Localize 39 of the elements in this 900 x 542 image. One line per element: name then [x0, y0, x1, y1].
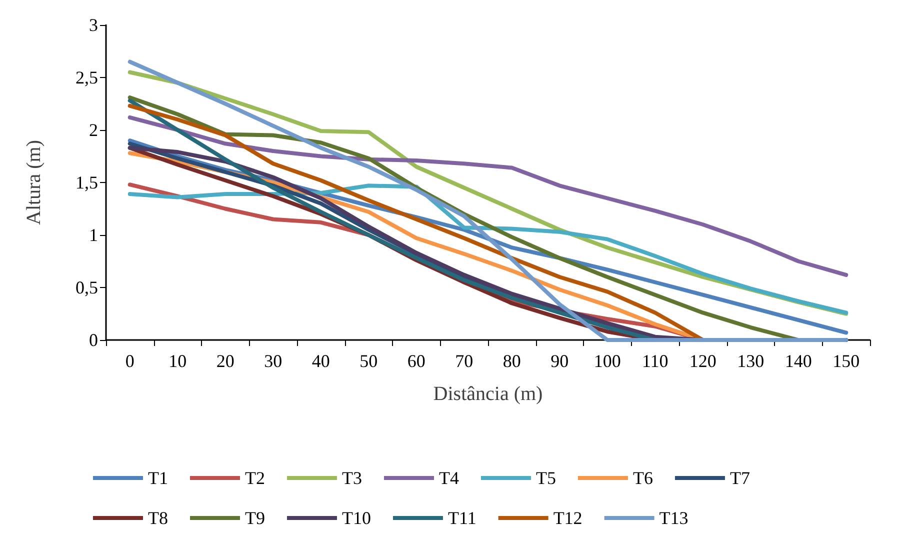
- x-tick-label: 90: [550, 351, 569, 371]
- y-tick-label: 3: [89, 15, 98, 35]
- legend-label: T9: [244, 508, 265, 528]
- x-tick-label: 100: [594, 351, 621, 371]
- legend-label: T12: [553, 508, 582, 528]
- x-tick-label: 60: [407, 351, 426, 371]
- x-tick-label: 40: [312, 351, 330, 371]
- x-tick-label: 150: [832, 351, 860, 371]
- x-axis-title: Distância (m): [433, 383, 543, 405]
- y-axis-title: Altura (m): [23, 140, 45, 225]
- x-tick-label: 10: [168, 351, 187, 371]
- legend-label: T11: [448, 508, 476, 528]
- legend-label: T2: [244, 468, 265, 488]
- x-tick-label: 130: [737, 351, 764, 371]
- legend-label: T8: [148, 508, 168, 528]
- legend-label: T4: [438, 468, 459, 488]
- line-series: [128, 115, 848, 277]
- legend-label: T13: [659, 508, 688, 528]
- y-tick-label: 2: [89, 120, 98, 140]
- x-tick-label: 20: [216, 351, 234, 371]
- legend-label: T5: [536, 468, 556, 488]
- x-tick-label: 50: [360, 351, 378, 371]
- y-tick-label: 0,5: [76, 278, 98, 298]
- x-tick-label: 140: [784, 351, 812, 371]
- legend-label: T7: [730, 468, 750, 488]
- legend-label: T3: [342, 468, 362, 488]
- y-tick-label: 1,5: [76, 172, 98, 192]
- x-tick-label: 70: [455, 351, 474, 371]
- x-tick-label: 30: [264, 351, 282, 371]
- x-tick-label: 0: [125, 351, 134, 371]
- x-tick-label: 110: [642, 351, 668, 371]
- legend-label: T10: [342, 508, 371, 528]
- legend-label: T6: [632, 468, 653, 488]
- x-tick-label: 80: [502, 351, 521, 371]
- x-tick-label: 120: [689, 351, 716, 371]
- y-tick-label: 2,5: [76, 68, 98, 88]
- y-tick-label: 1: [89, 225, 98, 245]
- legend-label: T1: [148, 468, 168, 488]
- y-tick-label: 0: [89, 330, 98, 350]
